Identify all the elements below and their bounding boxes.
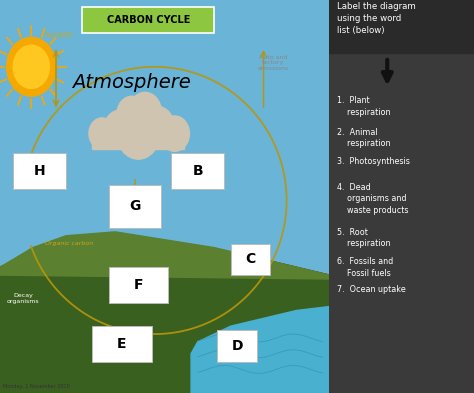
Text: Sunlight: Sunlight: [45, 32, 74, 39]
Circle shape: [13, 45, 49, 88]
Text: E: E: [117, 337, 127, 351]
Polygon shape: [0, 236, 329, 393]
Bar: [218, 330, 257, 362]
Polygon shape: [191, 307, 329, 393]
Text: 2.  Animal
    respiration: 2. Animal respiration: [337, 128, 390, 148]
Bar: [109, 185, 162, 228]
Text: 4.  Dead
    organisms and
    waste products: 4. Dead organisms and waste products: [337, 183, 408, 215]
Circle shape: [117, 96, 146, 132]
Text: B: B: [192, 164, 203, 178]
Text: Monday, 1 November 2010: Monday, 1 November 2010: [3, 384, 70, 389]
Polygon shape: [0, 232, 329, 279]
FancyBboxPatch shape: [82, 7, 214, 33]
Text: Label the diagram
using the word
list (below): Label the diagram using the word list (b…: [337, 2, 415, 35]
Bar: [92, 326, 152, 362]
Text: 7.  Ocean uptake: 7. Ocean uptake: [337, 285, 405, 294]
Circle shape: [117, 108, 160, 159]
Bar: [230, 244, 270, 275]
Text: 1.  Plant
    respiration: 1. Plant respiration: [337, 96, 390, 117]
Circle shape: [128, 92, 162, 132]
Bar: [171, 153, 224, 189]
Text: CARBON CYCLE: CARBON CYCLE: [107, 15, 190, 25]
Text: 6.  Fossils and
    Fossil fuels: 6. Fossils and Fossil fuels: [337, 257, 393, 278]
Text: F: F: [134, 278, 143, 292]
Bar: [13, 153, 66, 189]
Circle shape: [104, 110, 137, 149]
Text: C: C: [245, 252, 255, 266]
Bar: [0, 307, 329, 393]
Text: Auto and
factory
emissions: Auto and factory emissions: [258, 55, 289, 71]
Bar: [329, 0, 474, 53]
Bar: [92, 134, 184, 149]
Circle shape: [160, 116, 190, 151]
Text: Organic carbon: Organic carbon: [45, 241, 93, 246]
Text: 3.  Photosynthesis: 3. Photosynthesis: [337, 157, 410, 166]
Circle shape: [89, 118, 115, 149]
Polygon shape: [0, 240, 329, 307]
Circle shape: [138, 106, 174, 149]
Circle shape: [7, 37, 56, 96]
Text: D: D: [231, 339, 243, 353]
Text: Atmosphere: Atmosphere: [73, 73, 191, 92]
Polygon shape: [0, 240, 329, 307]
Bar: [0, 310, 329, 393]
Text: Decay
organisms: Decay organisms: [7, 293, 39, 304]
Text: H: H: [34, 164, 46, 178]
Bar: [109, 267, 168, 303]
Text: 5.  Root
    respiration: 5. Root respiration: [337, 228, 390, 248]
Text: G: G: [129, 199, 141, 213]
